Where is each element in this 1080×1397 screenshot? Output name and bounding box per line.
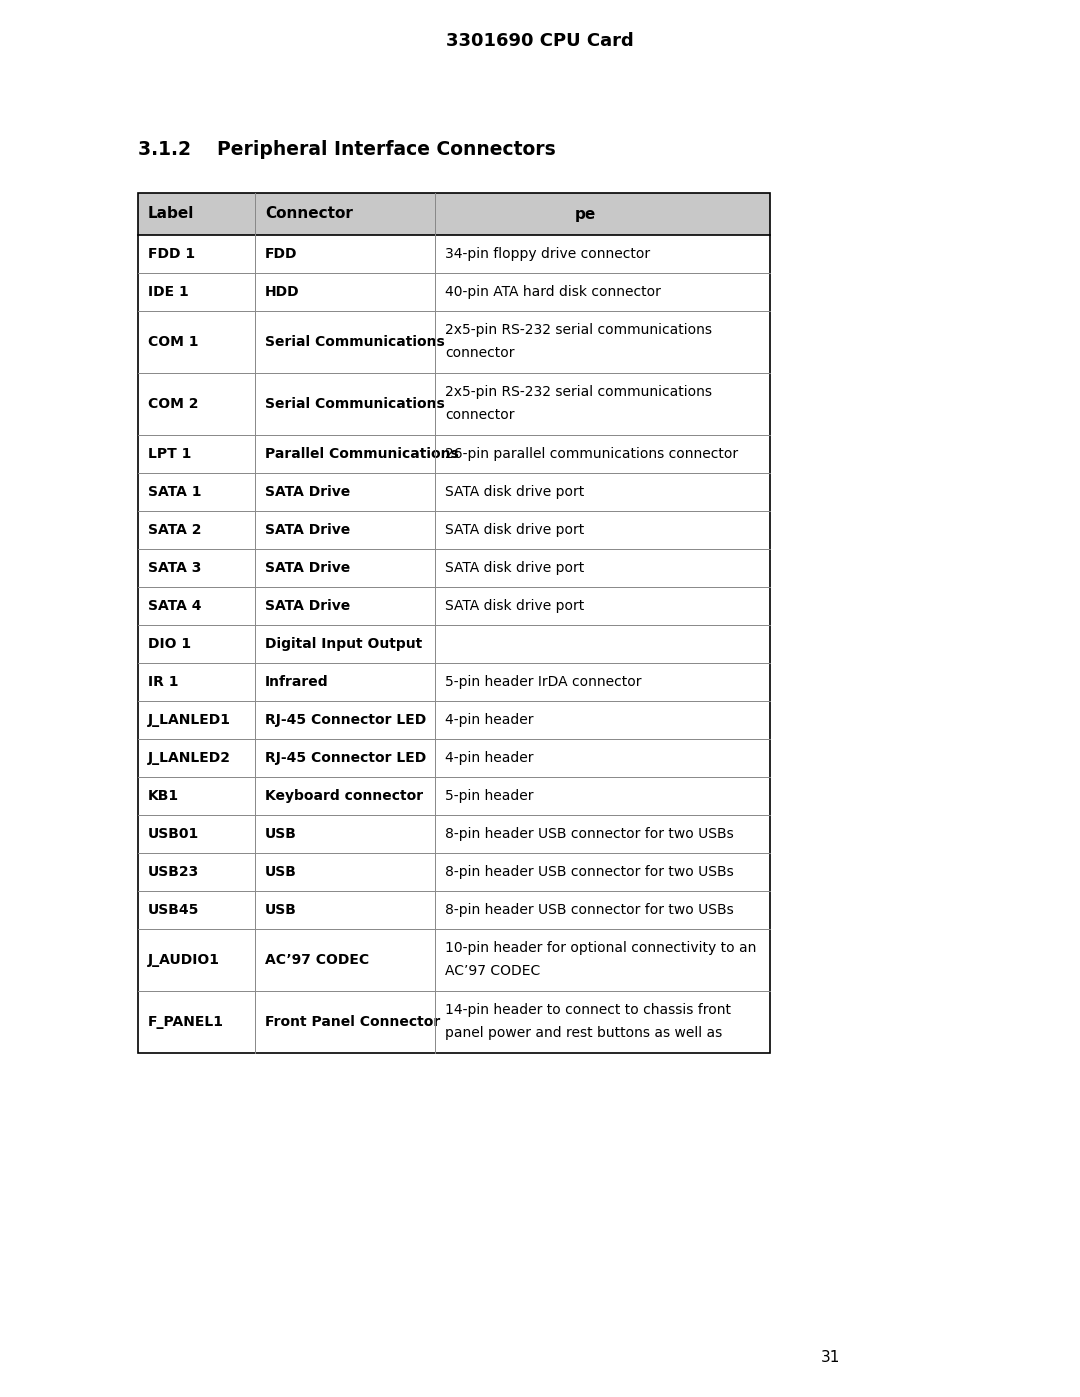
Bar [138, 664, 770, 701]
Bar [138, 891, 770, 929]
Text: KB1: KB1 [148, 789, 179, 803]
Bar [138, 193, 770, 235]
Text: Parallel Communications: Parallel Communications [265, 447, 459, 461]
Text: SATA disk drive port: SATA disk drive port [445, 562, 584, 576]
Text: USB: USB [265, 865, 297, 879]
Text: 8-pin header USB connector for two USBs: 8-pin header USB connector for two USBs [445, 865, 733, 879]
Text: 34-pin floppy drive connector: 34-pin floppy drive connector [445, 247, 650, 261]
Bar [138, 474, 770, 511]
Bar [138, 814, 770, 854]
Text: 26-pin parallel communications connector: 26-pin parallel communications connector [445, 447, 738, 461]
Text: SATA Drive: SATA Drive [265, 599, 350, 613]
Text: SATA Drive: SATA Drive [265, 485, 350, 499]
Text: 14-pin header to connect to chassis front: 14-pin header to connect to chassis fron… [445, 1003, 731, 1017]
Text: connector: connector [445, 408, 514, 422]
Text: DIO 1: DIO 1 [148, 637, 191, 651]
Text: 5-pin header IrDA connector: 5-pin header IrDA connector [445, 675, 642, 689]
Text: FDD: FDD [265, 247, 297, 261]
Bar [138, 624, 770, 664]
Bar [138, 434, 770, 474]
Text: 3.1.2    Peripheral Interface Connectors: 3.1.2 Peripheral Interface Connectors [138, 140, 556, 159]
Text: Serial Communications: Serial Communications [265, 335, 445, 349]
Bar [138, 235, 770, 272]
Text: SATA disk drive port: SATA disk drive port [445, 599, 584, 613]
Text: J_LANLED1: J_LANLED1 [148, 712, 231, 726]
Text: USB01: USB01 [148, 827, 199, 841]
Text: LPT 1: LPT 1 [148, 447, 191, 461]
Text: panel power and rest buttons as well as: panel power and rest buttons as well as [445, 1027, 723, 1041]
Text: 2x5-pin RS-232 serial communications: 2x5-pin RS-232 serial communications [445, 384, 712, 398]
Text: USB45: USB45 [148, 902, 200, 916]
Text: SATA disk drive port: SATA disk drive port [445, 522, 584, 536]
Text: Label: Label [148, 207, 194, 222]
Text: SATA 1: SATA 1 [148, 485, 202, 499]
Text: AC’97 CODEC: AC’97 CODEC [265, 953, 369, 967]
Text: 40-pin ATA hard disk connector: 40-pin ATA hard disk connector [445, 285, 661, 299]
Text: 10-pin header for optional connectivity to an: 10-pin header for optional connectivity … [445, 940, 756, 954]
Text: Serial Communications: Serial Communications [265, 397, 445, 411]
Text: SATA 4: SATA 4 [148, 599, 202, 613]
Text: pe: pe [576, 207, 596, 222]
Bar [138, 701, 770, 739]
Text: Keyboard connector: Keyboard connector [265, 789, 423, 803]
Text: SATA 3: SATA 3 [148, 562, 201, 576]
Bar [138, 929, 770, 990]
Text: 31: 31 [821, 1351, 839, 1365]
Text: HDD: HDD [265, 285, 299, 299]
Bar [138, 549, 770, 587]
Text: Front Panel Connector: Front Panel Connector [265, 1016, 441, 1030]
Text: Connector: Connector [265, 207, 353, 222]
Bar [138, 373, 770, 434]
Text: USB: USB [265, 827, 297, 841]
Bar [138, 511, 770, 549]
Text: USB23: USB23 [148, 865, 199, 879]
Text: 8-pin header USB connector for two USBs: 8-pin header USB connector for two USBs [445, 827, 733, 841]
Text: USB: USB [265, 902, 297, 916]
Bar [138, 312, 770, 373]
Text: Infrared: Infrared [265, 675, 328, 689]
Text: connector: connector [445, 346, 514, 360]
Text: Digital Input Output: Digital Input Output [265, 637, 422, 651]
Text: IR 1: IR 1 [148, 675, 178, 689]
Text: 4-pin header: 4-pin header [445, 712, 534, 726]
Text: J_AUDIO1: J_AUDIO1 [148, 953, 220, 967]
Text: SATA Drive: SATA Drive [265, 562, 350, 576]
Text: F_PANEL1: F_PANEL1 [148, 1016, 224, 1030]
Bar [138, 990, 770, 1053]
Text: RJ-45 Connector LED: RJ-45 Connector LED [265, 712, 427, 726]
Bar [138, 854, 770, 891]
Text: RJ-45 Connector LED: RJ-45 Connector LED [265, 752, 427, 766]
Text: 3301690 CPU Card: 3301690 CPU Card [446, 32, 634, 50]
Text: 5-pin header: 5-pin header [445, 789, 534, 803]
Text: SATA disk drive port: SATA disk drive port [445, 485, 584, 499]
Text: 8-pin header USB connector for two USBs: 8-pin header USB connector for two USBs [445, 902, 733, 916]
Text: 2x5-pin RS-232 serial communications: 2x5-pin RS-232 serial communications [445, 323, 712, 337]
Bar [138, 777, 770, 814]
Text: IDE 1: IDE 1 [148, 285, 189, 299]
Bar [138, 739, 770, 777]
Text: COM 1: COM 1 [148, 335, 199, 349]
Text: SATA Drive: SATA Drive [265, 522, 350, 536]
Bar [138, 587, 770, 624]
Text: COM 2: COM 2 [148, 397, 199, 411]
Text: SATA 2: SATA 2 [148, 522, 202, 536]
Bar [138, 272, 770, 312]
Text: 4-pin header: 4-pin header [445, 752, 534, 766]
Text: FDD 1: FDD 1 [148, 247, 195, 261]
Bar [138, 193, 770, 1053]
Text: J_LANLED2: J_LANLED2 [148, 752, 231, 766]
Text: AC’97 CODEC: AC’97 CODEC [445, 964, 540, 978]
